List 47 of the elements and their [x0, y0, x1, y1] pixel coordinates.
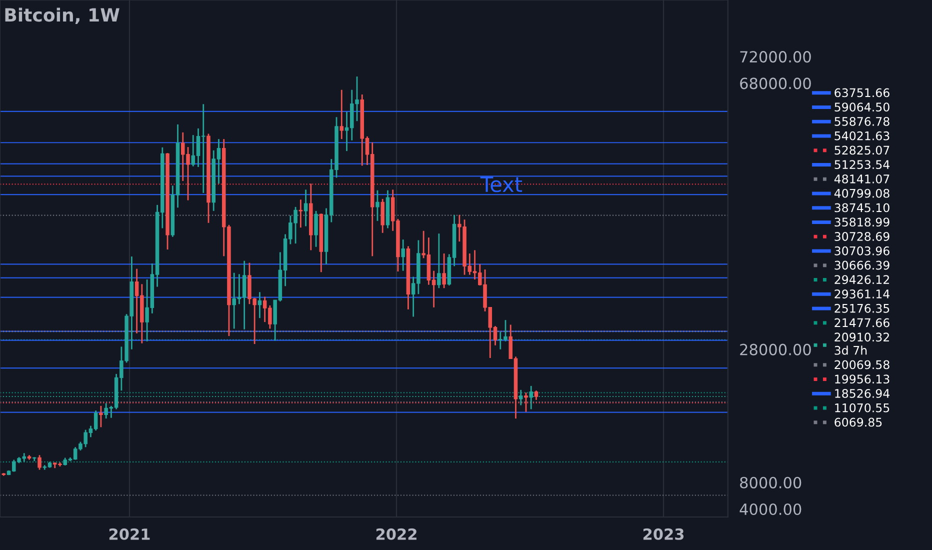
candlestick — [401, 238, 405, 272]
candlestick — [304, 188, 308, 227]
legend-label: 54021.63 — [834, 131, 890, 140]
candlestick — [376, 190, 380, 222]
legend-label: 48141.07 — [834, 174, 890, 184]
legend-label: 29426.12 — [834, 275, 889, 284]
legend-label: 6069.85 — [834, 418, 882, 427]
legend-label: 20069.58 — [834, 360, 890, 370]
legend-label: 55876.78 — [834, 116, 890, 126]
legend-label: 35818.99 — [834, 218, 890, 227]
x-tick-label: 2022 — [376, 528, 416, 540]
legend-label: 30728.69 — [834, 232, 890, 241]
legend-label: 30703.96 — [834, 246, 890, 256]
annotation: Text — [480, 176, 522, 192]
candlestick — [298, 198, 303, 228]
legend-label: 40799.08 — [834, 188, 890, 198]
x-tick-label: 2021 — [109, 528, 150, 540]
y-tick-label: 72000.00 — [740, 51, 811, 63]
legend-label: 38745.10 — [834, 203, 890, 212]
candlestick — [258, 291, 262, 319]
candlestick — [340, 89, 344, 140]
legend-label: 19956.13 — [835, 374, 890, 384]
legend-label: 59064.50 — [834, 102, 890, 112]
candlestick — [99, 405, 103, 428]
legend-label: 29361.14 — [834, 290, 890, 298]
y-tick-label: 4000.00 — [740, 503, 802, 516]
y-tick-label: 8000.00 — [740, 476, 802, 488]
legend-label: 25176.35 — [834, 304, 890, 313]
legend-label: 52825.07 — [834, 146, 890, 155]
candlestick — [442, 252, 446, 289]
y-tick-label: 28000.00 — [740, 344, 811, 356]
candlestick — [524, 392, 528, 413]
legend-label: 51253.54 — [834, 160, 890, 170]
legend-label: 18526.94 — [835, 389, 890, 398]
legend-label: 11070.55 — [835, 403, 890, 412]
candlestick — [534, 390, 538, 401]
x-tick-label: 2023 — [643, 528, 684, 540]
legend-label: 63751.66 — [834, 88, 890, 98]
legend-label: 21477.66 — [834, 318, 890, 328]
candlestick — [314, 210, 318, 248]
candlestick — [38, 454, 42, 470]
y-tick-label: 68000.00 — [740, 78, 811, 90]
legend-label: 30666.39 — [834, 260, 890, 270]
chart-title: Bitcoin, 1W — [5, 8, 120, 24]
legend-label: 20910.32 3d 7h — [834, 332, 889, 355]
candlestick — [380, 198, 384, 234]
candlestick — [437, 232, 441, 289]
